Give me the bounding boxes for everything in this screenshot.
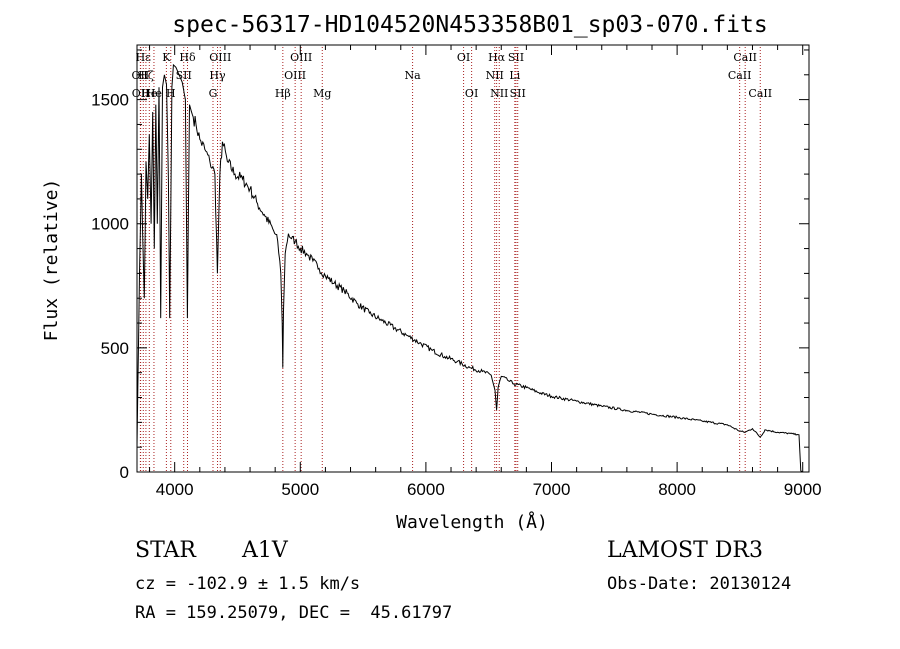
line-marker-label: NII [490, 87, 508, 100]
coordinates-text: RA = 159.25079, DEC = 45.61797 [135, 603, 453, 623]
line-marker-label: OII [132, 69, 150, 82]
line-marker-label: He [146, 87, 162, 100]
class-label: STAR [135, 538, 196, 563]
axis-ticks: 4000 5000 6000 7000 8000 9000 0 500 1000 1500 [91, 45, 822, 499]
line-marker-label: Li [509, 69, 520, 82]
line-marker-label: Hζ [138, 69, 154, 82]
line-marker-label: SII [508, 51, 524, 64]
y-tick-label: 0 [120, 463, 129, 482]
line-marker-label: OI [465, 87, 478, 100]
line-marker-label: K [162, 51, 171, 64]
x-tick-label: 7000 [533, 480, 571, 499]
line-marker-label: Hγ [209, 69, 226, 82]
x-tick-label: 6000 [407, 480, 445, 499]
obs-date-text: Obs-Date: 20130124 [607, 574, 792, 594]
y-axis-label: Flux (relative) [41, 179, 62, 342]
line-marker-label: Mg [313, 87, 331, 100]
line-marker-label: OIII [290, 51, 312, 64]
x-tick-label: 4000 [156, 480, 194, 499]
flux-series-line [136, 63, 803, 473]
line-marker-label: Hβ [275, 87, 291, 100]
line-marker-label: OIII [284, 69, 306, 82]
line-marker-label: NII [486, 69, 504, 82]
x-tick-label: 5000 [281, 480, 319, 499]
line-marker-label: Hδ [179, 51, 196, 64]
y-tick-label: 1000 [91, 215, 129, 234]
line-marker-label: Hα [488, 51, 506, 64]
x-tick-label: 9000 [784, 480, 822, 499]
line-marker-label: He [141, 87, 157, 100]
line-marker-label: H [166, 87, 176, 100]
line-marker-label: OI [457, 51, 470, 64]
line-marker-label: OII [132, 87, 150, 100]
subclass-label: A1V [242, 538, 288, 563]
y-tick-label: 1500 [91, 91, 129, 110]
plot-frame [136, 44, 810, 473]
line-marker-label: CaII [728, 69, 752, 82]
x-axis-label: Wavelength (Å) [396, 511, 548, 533]
spectrum-chart: spec-56317-HD104520N453358B01_sp03-070.f… [41, 12, 822, 533]
line-marker-label: SII [510, 87, 526, 100]
line-marker-label: OIII [209, 51, 231, 64]
redshift-text: cz = -102.9 ± 1.5 km/s [135, 574, 361, 594]
y-tick-label: 500 [101, 339, 129, 358]
line-marker-label: CaII [733, 51, 757, 64]
line-marker-label: SII [176, 69, 192, 82]
survey-label: LAMOST DR3 [607, 538, 763, 563]
line-marker-label: Na [404, 69, 421, 82]
chart-title: spec-56317-HD104520N453358B01_sp03-070.f… [172, 12, 767, 38]
line-marker-label: G [209, 87, 218, 100]
line-marker-label: CaII [748, 87, 772, 100]
line-marker-label: Hε [136, 51, 152, 64]
x-tick-label: 8000 [658, 480, 696, 499]
